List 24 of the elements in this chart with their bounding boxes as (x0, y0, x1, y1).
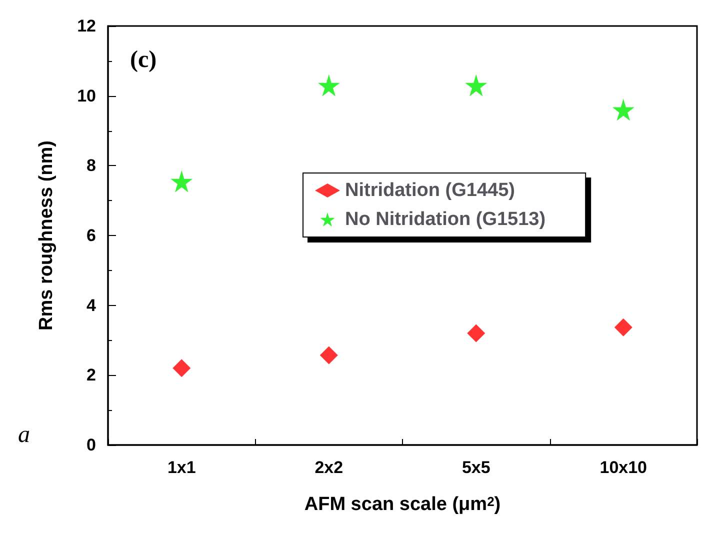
point (467, 324, 486, 342)
point (318, 74, 340, 96)
legend-label: No Nitridation (G1513) (345, 209, 546, 230)
annotation: (c) (130, 47, 157, 73)
y-tick-label: 4 (86, 296, 97, 315)
y-axis-title: Rms roughness (nm) (36, 140, 57, 331)
legend-label: Nitridation (G1445) (345, 180, 515, 201)
point (172, 359, 191, 378)
y-tick-label: 12 (77, 16, 96, 36)
y-tick-label: 10 (77, 86, 96, 106)
y-tick-label: 0 (86, 436, 96, 454)
text: a (18, 422, 30, 448)
y-tick-label: 2 (86, 366, 96, 385)
x-tick-label: 5x5 (462, 458, 490, 477)
point (320, 346, 338, 364)
point (465, 74, 488, 96)
point (170, 170, 193, 192)
point (612, 98, 634, 121)
x-tick-label: 2x2 (314, 458, 344, 477)
x-tick-label: 10x10 (600, 458, 648, 477)
y-tick-label: 8 (86, 156, 96, 176)
x-tick-label: 1x1 (167, 458, 196, 477)
y-tick-label: 6 (86, 226, 96, 245)
point (614, 318, 632, 336)
